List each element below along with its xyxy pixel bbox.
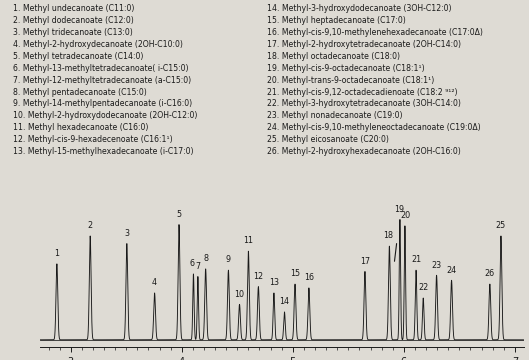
Text: 14. Methyl-3-hydroxydodecanoate (3OH-C12:0)
15. Methyl heptadecanoate (C17:0)
16: 14. Methyl-3-hydroxydodecanoate (3OH-C12…	[267, 4, 483, 156]
Text: 20: 20	[400, 211, 410, 220]
Text: 18: 18	[384, 231, 393, 240]
Text: 4: 4	[152, 278, 157, 287]
Text: 3: 3	[124, 229, 129, 238]
Text: 19: 19	[395, 205, 405, 214]
Text: 21: 21	[411, 256, 421, 265]
Text: 8: 8	[203, 254, 208, 263]
Text: 14: 14	[279, 297, 289, 306]
Text: 10: 10	[234, 290, 244, 299]
Text: 24: 24	[446, 266, 457, 275]
Text: 22: 22	[418, 283, 428, 292]
Text: 5: 5	[177, 210, 181, 219]
Text: 23: 23	[432, 261, 442, 270]
Text: 12: 12	[253, 272, 263, 281]
Text: 1. Methyl undecanoate (C11:0)
2. Methyl dodecanoate (C12:0)
3. Methyl tridecanoa: 1. Methyl undecanoate (C11:0) 2. Methyl …	[13, 4, 198, 156]
Text: 11: 11	[243, 237, 253, 246]
Text: 16: 16	[304, 273, 314, 282]
Text: 17: 17	[360, 257, 370, 266]
Text: 25: 25	[496, 221, 506, 230]
Text: 2: 2	[88, 221, 93, 230]
Text: 9: 9	[226, 256, 231, 265]
Text: 13: 13	[269, 278, 279, 287]
Text: 7: 7	[196, 262, 201, 271]
Text: 1: 1	[54, 249, 59, 258]
Text: 26: 26	[485, 269, 495, 278]
Text: 15: 15	[290, 269, 300, 278]
Text: 6: 6	[190, 259, 195, 268]
